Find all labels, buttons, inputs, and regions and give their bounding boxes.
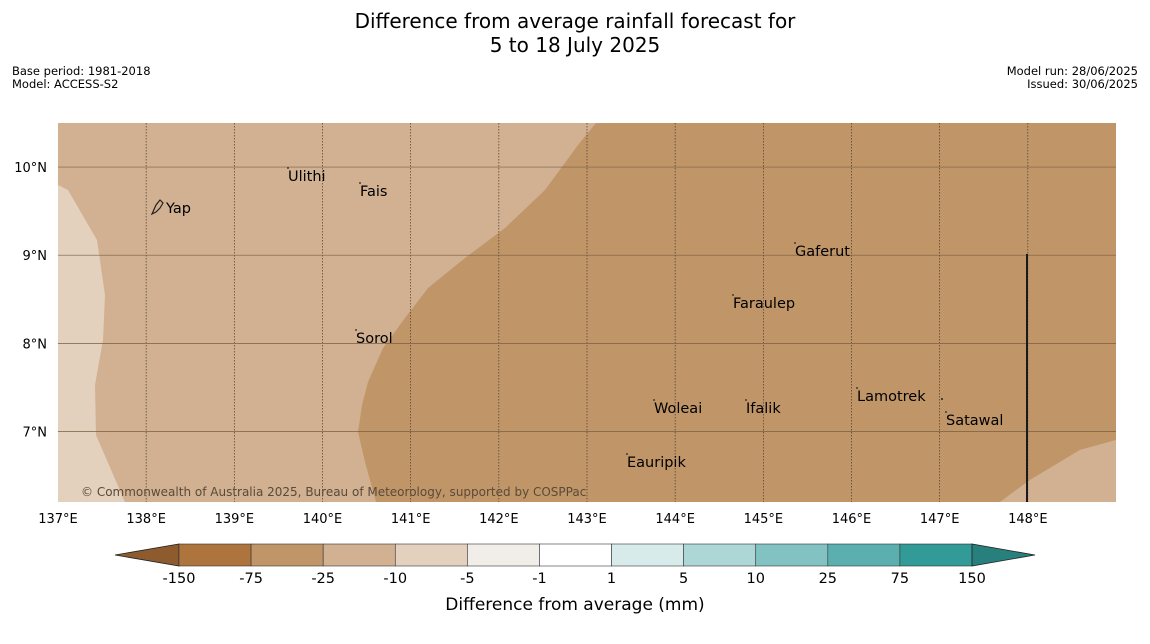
region-minus-25-to-10-se (1000, 440, 1116, 502)
place-label: Sorol (356, 331, 393, 347)
colorbar-segment (611, 543, 684, 567)
map-area (58, 123, 1116, 502)
lat-tick-label: 7°N (23, 425, 48, 440)
island-marker (626, 453, 628, 455)
island-marker (794, 242, 796, 244)
place-label: Lamotrek (857, 389, 926, 405)
latitude-ticks: 10°N 9°N 8°N 7°N (14, 161, 47, 440)
colorbar-tick-label: -10 (383, 571, 407, 587)
colorbar-tick-label: -5 (460, 571, 474, 587)
island-marker (287, 167, 289, 169)
model-name: Model: ACCESS-S2 (12, 77, 119, 91)
title-line-1: Difference from average rainfall forecas… (354, 9, 796, 33)
lon-tick-label: 146°E (832, 512, 872, 527)
colorbar-tick-label: 1 (607, 571, 616, 587)
colorbar-segment (755, 543, 829, 567)
colorbar-tick-label: -75 (239, 571, 263, 587)
lon-tick-label: 139°E (215, 512, 255, 527)
colorbar-tick-label: 10 (747, 571, 765, 587)
place-label: Fais (360, 184, 387, 200)
lat-tick-label: 10°N (14, 161, 47, 176)
island-marker (945, 411, 947, 413)
colorbar-segment (322, 543, 396, 567)
lon-tick-label: 148°E (1008, 512, 1048, 527)
title-line-2: 5 to 18 July 2025 (489, 33, 661, 57)
island-marker (359, 182, 361, 184)
colorbar-segment (250, 543, 324, 567)
region-minus-10-to-5 (58, 123, 125, 502)
lon-tick-label: 143°E (567, 512, 607, 527)
colorbar-segment (394, 543, 468, 567)
place-labels: Yap Ulithi Fais Gaferut Faraulep Sorol Lamotre… (165, 167, 1003, 471)
island-marker (732, 294, 734, 296)
lon-tick-label: 144°E (655, 512, 695, 527)
place-label: Gaferut (795, 244, 850, 260)
map-title: Difference from average rainfall forecas… (0, 9, 1150, 57)
meta-right: Model run: 28/06/2025 Issued: 30/06/2025 (1007, 65, 1138, 91)
island-marker (941, 398, 943, 400)
model-run: Model run: 28/06/2025 (1006, 64, 1138, 78)
lat-tick-label: 8°N (23, 337, 48, 352)
place-label: Woleai (654, 401, 702, 417)
colorbar-segment (683, 543, 757, 567)
place-label: Satawal (946, 413, 1003, 429)
region-minus-75-to-25 (358, 123, 1116, 502)
colorbar: -150 -75 -25 -10 -5 -1 1 5 10 25 75 150 (114, 543, 1036, 587)
place-label: Yap (165, 201, 191, 217)
issued-date: Issued: 30/06/2025 (1027, 77, 1138, 91)
copyright-text: © Commonwealth of Australia 2025, Bureau… (81, 485, 586, 499)
place-label: Eauripik (627, 455, 686, 471)
island-marker (856, 387, 858, 389)
colorbar-extend-low (114, 543, 180, 567)
lon-tick-label: 141°E (391, 512, 431, 527)
place-label: Ifalik (746, 401, 781, 417)
place-label: Faraulep (733, 296, 795, 312)
colorbar-label: Difference from average (mm) (445, 595, 704, 615)
lon-tick-label: 142°E (479, 512, 519, 527)
lon-tick-label: 138°E (126, 512, 166, 527)
colorbar-tick-label: 150 (958, 571, 986, 587)
lon-tick-label: 147°E (920, 512, 960, 527)
lon-tick-label: 145°E (744, 512, 784, 527)
colorbar-segment (539, 543, 612, 567)
lon-tick-label: 140°E (303, 512, 343, 527)
island-marker (653, 399, 655, 401)
island-marker (355, 329, 357, 331)
colorbar-segment (178, 543, 252, 567)
colorbar-tick-label: 25 (819, 571, 837, 587)
yap-island-shape (150, 199, 164, 216)
colorbar-segment (899, 543, 973, 567)
base-period: Base period: 1981-2018 (12, 64, 151, 78)
colorbar-tick-label: 5 (679, 571, 688, 587)
longitude-ticks: 137°E 138°E 139°E 140°E 141°E 142°E 143°E 144°E… (38, 512, 1047, 527)
colorbar-segment (467, 543, 540, 567)
colorbar-tick-label: 75 (891, 571, 909, 587)
island-marker (745, 399, 747, 401)
colorbar-tick-label: -25 (311, 571, 335, 587)
colorbar-segment (827, 543, 901, 567)
colorbar-extend-high (971, 543, 1036, 567)
colorbar-tick-label: -150 (163, 571, 196, 587)
colorbar-tick-label: -1 (532, 571, 546, 587)
lon-tick-label: 137°E (38, 512, 78, 527)
place-label: Ulithi (288, 169, 326, 185)
meta-left: Base period: 1981-2018 Model: ACCESS-S2 (12, 65, 151, 91)
lat-tick-label: 9°N (23, 249, 48, 264)
